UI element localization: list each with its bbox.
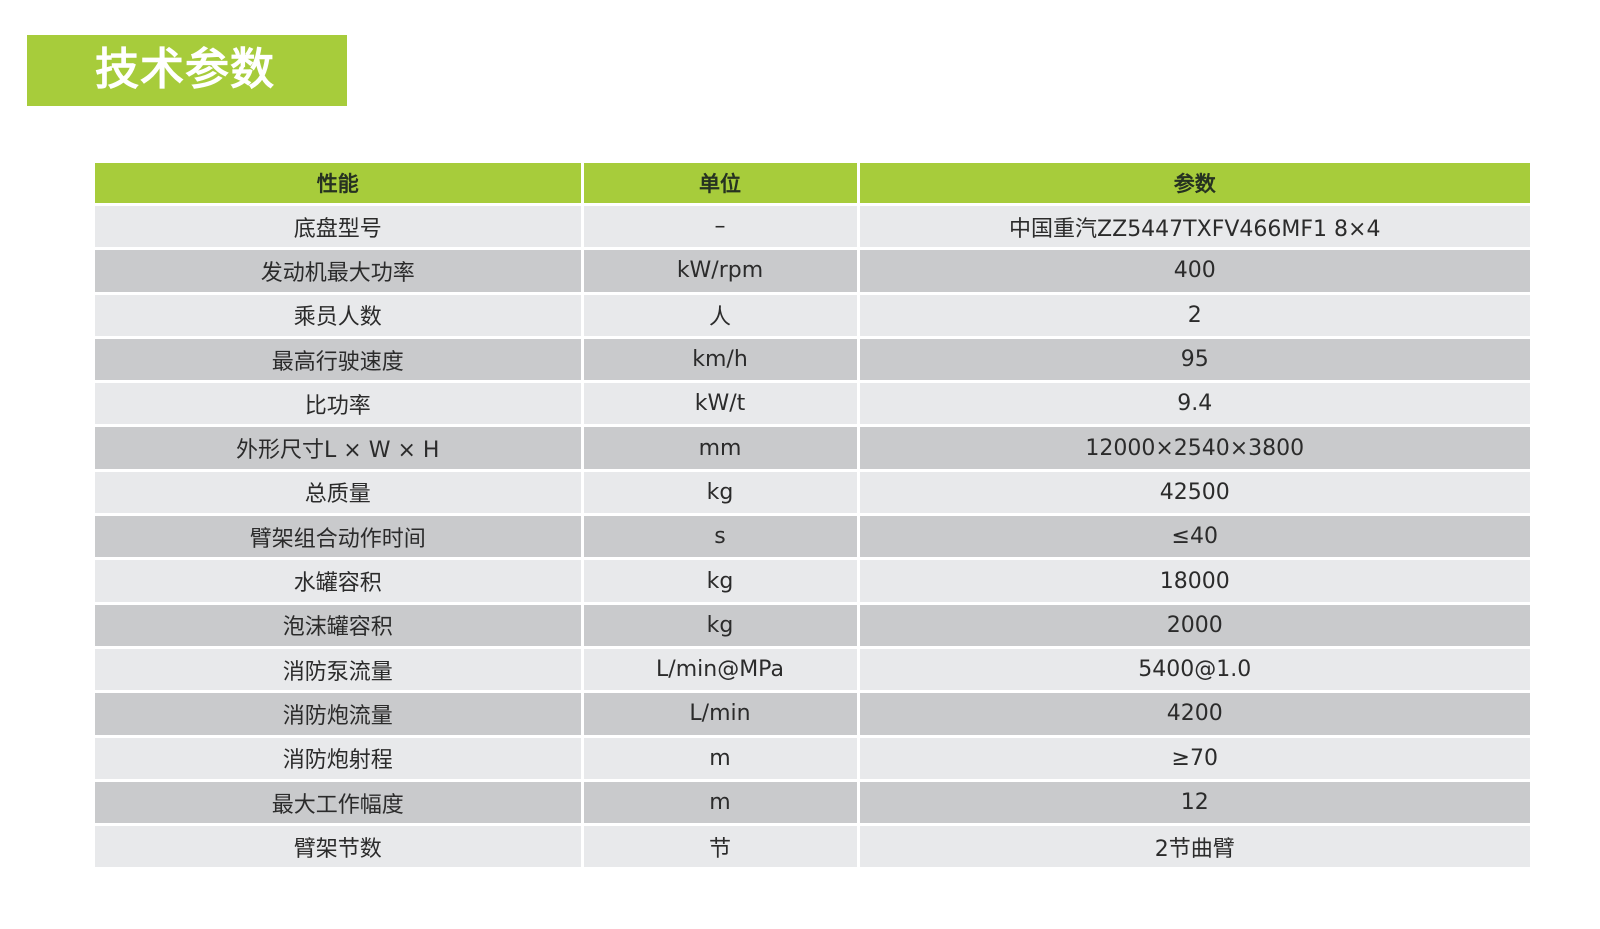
header-parameter: 参数 bbox=[856, 163, 1530, 206]
cell-performance: 比功率 bbox=[95, 381, 582, 428]
cell-unit: kg bbox=[580, 470, 858, 517]
cell-unit: m bbox=[580, 736, 858, 782]
cell-performance: 消防炮射程 bbox=[95, 736, 582, 782]
cell-parameter: 9.4 bbox=[856, 381, 1530, 428]
cell-performance: 外形尺寸L × W × H bbox=[95, 425, 582, 472]
table-row: 消防泵流量 L/min@MPa 5400@1.0 bbox=[95, 647, 1530, 694]
header-performance: 性能 bbox=[95, 163, 582, 206]
title-banner: 技术参数 bbox=[27, 35, 347, 106]
table-row: 消防炮射程 m ≥70 bbox=[95, 736, 1530, 782]
cell-parameter: 18000 bbox=[856, 558, 1530, 605]
table-row: 消防炮流量 L/min 4200 bbox=[95, 691, 1530, 738]
table-row: 总质量 kg 42500 bbox=[95, 470, 1530, 517]
table-header-row: 性能 单位 参数 bbox=[95, 163, 1530, 206]
cell-parameter: 4200 bbox=[856, 691, 1530, 738]
cell-parameter: 12000×2540×3800 bbox=[856, 425, 1530, 472]
cell-unit: 人 bbox=[580, 293, 858, 339]
cell-parameter: 中国重汽ZZ5447TXFV466MF1 8×4 bbox=[856, 204, 1530, 251]
cell-performance: 最大工作幅度 bbox=[95, 780, 582, 827]
table-row: 泡沫罐容积 kg 2000 bbox=[95, 603, 1530, 649]
table-row: 发动机最大功率 kW/rpm 400 bbox=[95, 248, 1530, 295]
cell-performance: 总质量 bbox=[95, 470, 582, 517]
cell-unit: kg bbox=[580, 603, 858, 649]
table-row: 底盘型号 – 中国重汽ZZ5447TXFV466MF1 8×4 bbox=[95, 204, 1530, 251]
cell-performance: 消防泵流量 bbox=[95, 647, 582, 694]
cell-parameter: 95 bbox=[856, 337, 1530, 384]
cell-unit: 节 bbox=[580, 824, 858, 871]
cell-unit: mm bbox=[580, 425, 858, 472]
table-row: 水罐容积 kg 18000 bbox=[95, 558, 1530, 605]
cell-unit: km/h bbox=[580, 337, 858, 384]
table-row: 最大工作幅度 m 12 bbox=[95, 780, 1530, 827]
cell-parameter: 400 bbox=[856, 248, 1530, 295]
cell-performance: 臂架组合动作时间 bbox=[95, 514, 582, 561]
cell-parameter: 2节曲臂 bbox=[856, 824, 1530, 871]
cell-unit: L/min@MPa bbox=[580, 647, 858, 694]
cell-parameter: 42500 bbox=[856, 470, 1530, 517]
cell-unit: kW/rpm bbox=[580, 248, 858, 295]
cell-performance: 发动机最大功率 bbox=[95, 248, 582, 295]
cell-performance: 臂架节数 bbox=[95, 824, 582, 871]
table-row: 乘员人数人 2 bbox=[95, 293, 1530, 339]
cell-parameter: 12 bbox=[856, 780, 1530, 827]
cell-unit: kg bbox=[580, 558, 858, 605]
cell-unit: m bbox=[580, 780, 858, 827]
table-row: 比功率 kW/t 9.4 bbox=[95, 381, 1530, 428]
cell-performance: 水罐容积 bbox=[95, 558, 582, 605]
cell-performance: 泡沫罐容积 bbox=[95, 603, 582, 649]
cell-parameter: ≥70 bbox=[856, 736, 1530, 782]
table-row: 最高行驶速度 km/h 95 bbox=[95, 337, 1530, 384]
cell-unit: kW/t bbox=[580, 381, 858, 428]
cell-performance: 消防炮流量 bbox=[95, 691, 582, 738]
cell-parameter: 2 bbox=[856, 293, 1530, 339]
cell-parameter: 2000 bbox=[856, 603, 1530, 649]
cell-parameter: 5400@1.0 bbox=[856, 647, 1530, 694]
cell-performance: 最高行驶速度 bbox=[95, 337, 582, 384]
cell-performance: 底盘型号 bbox=[95, 204, 582, 251]
cell-parameter: ≤40 bbox=[856, 514, 1530, 561]
cell-unit: L/min bbox=[580, 691, 858, 738]
cell-unit: s bbox=[580, 514, 858, 561]
cell-unit: – bbox=[580, 204, 858, 251]
spec-table: 性能 单位 参数 底盘型号 – 中国重汽ZZ5447TXFV466MF1 8×4 发动… bbox=[95, 163, 1530, 871]
page-title: 技术参数 bbox=[95, 44, 275, 95]
header-unit: 单位 bbox=[580, 163, 858, 206]
table-row: 臂架节数节 2节曲臂 bbox=[95, 824, 1530, 871]
cell-performance: 乘员人数 bbox=[95, 293, 582, 339]
table-row: 臂架组合动作时间 s ≤40 bbox=[95, 514, 1530, 561]
